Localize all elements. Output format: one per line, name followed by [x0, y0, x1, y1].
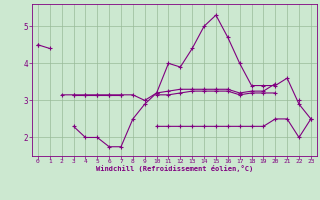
X-axis label: Windchill (Refroidissement éolien,°C): Windchill (Refroidissement éolien,°C)	[96, 165, 253, 172]
